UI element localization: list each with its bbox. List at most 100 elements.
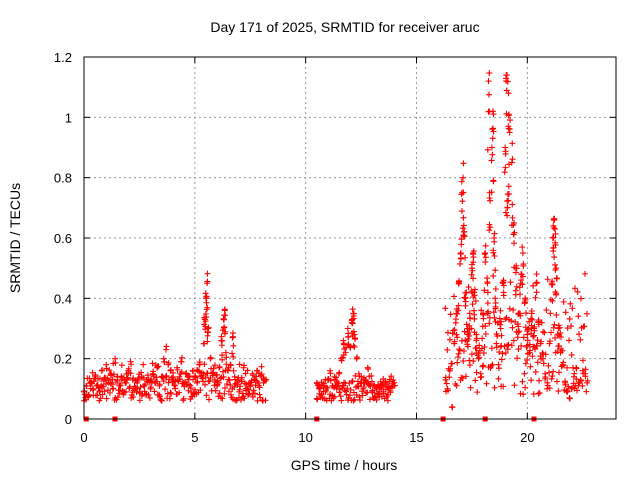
data-point bbox=[457, 260, 464, 267]
data-point bbox=[99, 391, 106, 398]
data-point bbox=[490, 272, 497, 279]
data-point bbox=[387, 387, 394, 394]
data-point bbox=[498, 318, 505, 325]
data-point bbox=[226, 377, 233, 384]
data-point bbox=[458, 374, 465, 381]
data-point bbox=[583, 388, 590, 395]
data-point bbox=[547, 296, 554, 303]
data-point bbox=[92, 372, 99, 379]
data-point bbox=[528, 377, 535, 384]
data-point bbox=[125, 365, 132, 372]
data-point bbox=[101, 374, 108, 381]
data-point bbox=[449, 404, 456, 411]
data-point bbox=[90, 386, 97, 393]
data-point bbox=[346, 380, 353, 387]
data-point bbox=[447, 365, 454, 372]
x-tick-label: 0 bbox=[80, 430, 87, 445]
data-point bbox=[467, 384, 474, 391]
data-point bbox=[192, 373, 199, 380]
data-point bbox=[575, 331, 582, 338]
data-point bbox=[351, 343, 358, 350]
data-point bbox=[502, 164, 509, 171]
data-point bbox=[458, 241, 465, 248]
data-point bbox=[116, 390, 123, 397]
data-point bbox=[495, 365, 502, 372]
data-point bbox=[490, 128, 497, 135]
data-point bbox=[553, 275, 560, 282]
data-point bbox=[314, 380, 321, 387]
data-point bbox=[491, 252, 498, 259]
data-point bbox=[201, 361, 208, 368]
data-point bbox=[238, 374, 245, 381]
data-point bbox=[153, 374, 160, 381]
data-point bbox=[488, 157, 495, 164]
data-point bbox=[132, 384, 139, 391]
data-point bbox=[480, 362, 487, 369]
data-point bbox=[520, 391, 527, 398]
data-point bbox=[384, 397, 391, 404]
data-point bbox=[511, 382, 518, 389]
data-point bbox=[330, 395, 337, 402]
data-point bbox=[352, 384, 359, 391]
data-point bbox=[154, 363, 161, 370]
data-point bbox=[468, 351, 475, 358]
data-point bbox=[482, 259, 489, 266]
data-point bbox=[385, 391, 392, 398]
data-point bbox=[230, 342, 237, 349]
data-point bbox=[468, 271, 475, 278]
data-point bbox=[509, 324, 516, 331]
plot-frame bbox=[83, 56, 617, 420]
data-point bbox=[484, 146, 491, 153]
data-point bbox=[336, 369, 343, 376]
data-point bbox=[460, 222, 467, 229]
data-point bbox=[166, 395, 173, 402]
data-point bbox=[200, 378, 207, 385]
data-point bbox=[550, 368, 557, 375]
x-tick-label: 5 bbox=[191, 430, 198, 445]
data-point bbox=[241, 395, 248, 402]
data-point bbox=[134, 377, 141, 384]
data-point bbox=[501, 169, 508, 176]
data-point bbox=[506, 126, 513, 133]
data-point bbox=[504, 198, 511, 205]
data-point bbox=[474, 389, 481, 396]
data-point bbox=[554, 378, 561, 385]
data-point bbox=[490, 247, 497, 254]
data-point bbox=[511, 240, 518, 247]
data-point bbox=[212, 387, 219, 394]
data-point bbox=[499, 350, 506, 357]
data-point bbox=[454, 354, 461, 361]
data-point bbox=[331, 393, 338, 400]
data-point bbox=[505, 341, 512, 348]
data-point bbox=[382, 381, 389, 388]
data-point bbox=[540, 328, 547, 335]
data-point bbox=[489, 361, 496, 368]
data-point bbox=[542, 374, 549, 381]
data-point bbox=[547, 310, 554, 317]
data-point bbox=[532, 294, 539, 301]
data-point bbox=[562, 309, 569, 316]
data-point bbox=[323, 386, 330, 393]
data-point bbox=[176, 376, 183, 383]
data-point bbox=[548, 375, 555, 382]
data-point bbox=[186, 373, 193, 380]
data-point bbox=[83, 383, 90, 390]
data-point bbox=[510, 221, 517, 228]
data-point bbox=[505, 190, 512, 197]
data-point bbox=[500, 383, 507, 390]
data-point bbox=[462, 373, 469, 380]
data-point bbox=[130, 375, 137, 382]
data-point bbox=[544, 385, 551, 392]
data-point bbox=[108, 381, 115, 388]
data-point bbox=[159, 373, 166, 380]
data-point bbox=[507, 117, 514, 124]
data-point bbox=[533, 279, 540, 286]
data-point bbox=[460, 160, 467, 167]
data-point bbox=[447, 311, 454, 318]
data-point bbox=[556, 342, 563, 349]
data-point bbox=[577, 377, 584, 384]
data-point bbox=[485, 91, 492, 98]
data-point bbox=[190, 390, 197, 397]
data-point bbox=[462, 302, 469, 309]
data-point bbox=[538, 338, 545, 345]
